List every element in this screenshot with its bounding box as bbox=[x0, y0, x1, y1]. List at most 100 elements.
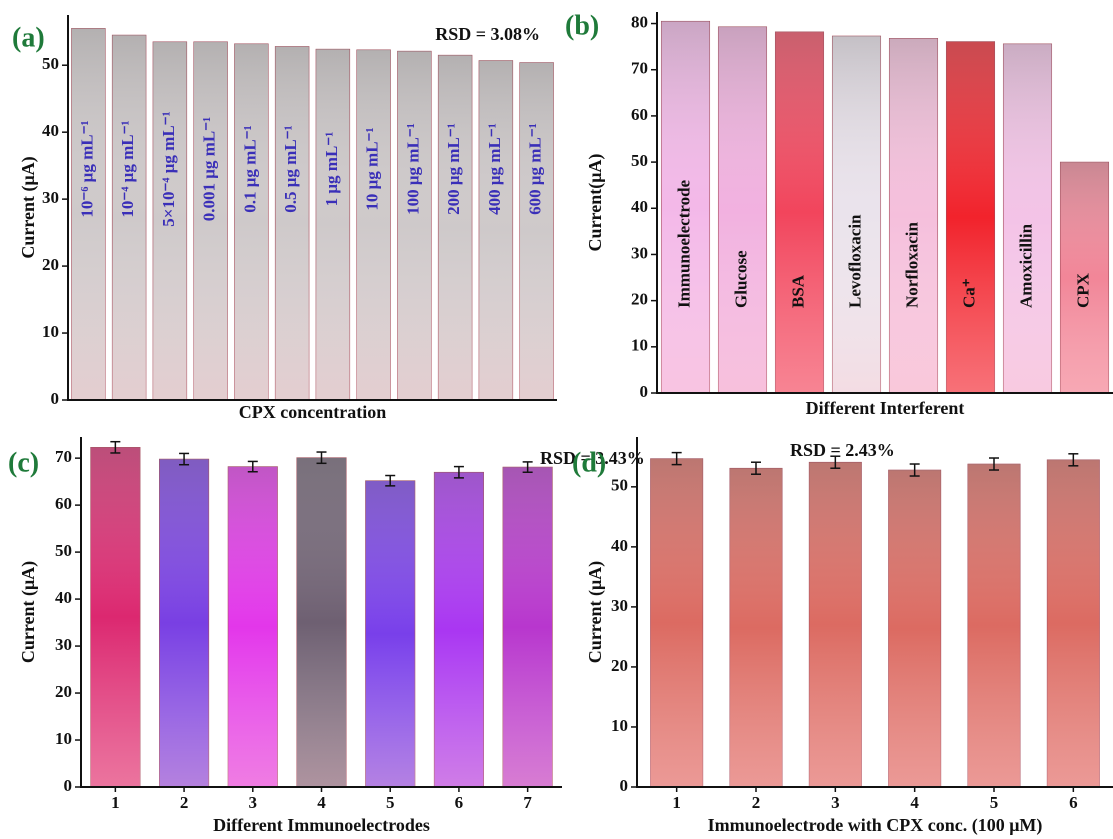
bar-shade bbox=[775, 31, 824, 393]
bar-label: 10⁻⁴ μg mL⁻¹ bbox=[118, 120, 137, 217]
bar-label: 10⁻⁶ μg mL⁻¹ bbox=[77, 120, 96, 217]
error-bar bbox=[316, 451, 327, 465]
bar-shade bbox=[71, 28, 106, 401]
bar-shade bbox=[434, 472, 484, 787]
bar-shade bbox=[888, 470, 941, 787]
bar-label: 0.5 μg mL⁻¹ bbox=[281, 125, 300, 212]
bar-shade bbox=[90, 447, 141, 787]
bar-shade bbox=[234, 43, 269, 400]
y-tick-label: 20 bbox=[631, 290, 648, 309]
bar-shade bbox=[967, 464, 1021, 787]
bar-shade bbox=[193, 41, 228, 401]
y-tick-label: 50 bbox=[631, 151, 648, 170]
x-tick-label: 5 bbox=[990, 793, 999, 812]
bar-shade bbox=[729, 468, 783, 787]
y-tick-label: 30 bbox=[55, 635, 72, 654]
bar-label: 5×10⁻⁴ μg mL⁻¹ bbox=[159, 111, 178, 226]
error-bar bbox=[830, 455, 841, 469]
annotation: RSD = 3.08% bbox=[435, 24, 540, 44]
bar-label: 400 μg mL⁻¹ bbox=[485, 123, 504, 215]
x-tick-label: 6 bbox=[455, 793, 464, 812]
y-tick-label: 0 bbox=[64, 776, 73, 795]
y-tick-label: 80 bbox=[631, 12, 648, 31]
y-tick-label: 30 bbox=[611, 596, 628, 615]
axes bbox=[67, 15, 557, 401]
y-tick-label: 30 bbox=[631, 243, 648, 262]
x-tick-label: 4 bbox=[317, 793, 326, 812]
bar-label: Amoxicillin bbox=[1016, 223, 1035, 308]
bar-label: CPX bbox=[1073, 272, 1092, 308]
bar-label: 10 μg mL⁻¹ bbox=[363, 127, 382, 210]
y-tick-label: 50 bbox=[55, 541, 72, 560]
bar-shade bbox=[275, 46, 310, 400]
bar-shade bbox=[1003, 43, 1052, 394]
bar-label: 200 μg mL⁻¹ bbox=[444, 123, 463, 215]
bar-shade bbox=[946, 41, 995, 393]
y-tick-label: 10 bbox=[42, 322, 59, 341]
y-axis-title: Current (μA) bbox=[18, 156, 39, 258]
bar-shade bbox=[519, 62, 554, 401]
y-tick-label: 50 bbox=[42, 54, 59, 73]
y-tick-label: 20 bbox=[42, 255, 59, 274]
bar-shade bbox=[356, 49, 391, 401]
x-tick-label: 3 bbox=[249, 793, 258, 812]
panel-label: (c) bbox=[8, 447, 39, 478]
axes bbox=[656, 12, 1113, 394]
y-tick-label: 10 bbox=[55, 729, 72, 748]
bar-shade bbox=[296, 457, 347, 787]
error-bar bbox=[110, 440, 121, 454]
y-tick-label: 50 bbox=[611, 476, 628, 495]
bar-shade bbox=[809, 462, 862, 787]
y-tick-label: 0 bbox=[51, 389, 60, 408]
bar-shade bbox=[228, 466, 278, 787]
bar-shade bbox=[650, 458, 703, 787]
y-axis-title: Current(μA) bbox=[585, 154, 606, 252]
bar-shade bbox=[718, 26, 767, 394]
bar-shade bbox=[152, 41, 187, 401]
annotation: RSD = 3.43% bbox=[540, 448, 645, 468]
bar-shade bbox=[112, 35, 147, 401]
panel-label: (a) bbox=[12, 22, 45, 53]
y-tick-label: 40 bbox=[42, 121, 59, 140]
y-tick-label: 0 bbox=[640, 382, 649, 401]
y-tick-label: 60 bbox=[55, 494, 72, 513]
y-tick-label: 70 bbox=[631, 59, 648, 78]
bar-label: Levofloxacin bbox=[845, 214, 864, 308]
y-tick-label: 60 bbox=[631, 105, 648, 124]
y-tick-label: 40 bbox=[611, 536, 628, 555]
bar-label: 600 μg mL⁻¹ bbox=[526, 123, 545, 215]
y-tick-label: 20 bbox=[611, 656, 628, 675]
bar-label: Ca⁺ bbox=[959, 278, 978, 308]
y-tick-label: 30 bbox=[42, 188, 59, 207]
bar-shade bbox=[502, 467, 553, 787]
y-tick-label: 70 bbox=[55, 447, 72, 466]
x-axis-title: CPX concentration bbox=[239, 402, 386, 422]
bar-shade bbox=[1060, 162, 1109, 393]
bar-shade bbox=[365, 480, 415, 787]
annotation: RSD = 2.43% bbox=[790, 440, 895, 460]
x-axis-title: Different Interferent bbox=[806, 398, 965, 418]
error-bar bbox=[179, 452, 190, 466]
error-bar bbox=[385, 474, 396, 487]
y-axis-title: Current (μA) bbox=[585, 561, 606, 663]
bar-label: 0.001 μg mL⁻¹ bbox=[200, 117, 219, 221]
bar-shade bbox=[889, 38, 938, 393]
x-tick-label: 2 bbox=[752, 793, 761, 812]
panel-label: (d) bbox=[572, 447, 606, 478]
axes bbox=[636, 437, 1113, 788]
bar-label: 1 μg mL⁻¹ bbox=[322, 132, 341, 207]
axes bbox=[80, 437, 562, 788]
bar-shade bbox=[832, 36, 881, 393]
bar-shade bbox=[478, 60, 513, 401]
error-bar bbox=[522, 461, 533, 473]
bar-shade bbox=[397, 51, 432, 400]
bar-shade bbox=[1047, 459, 1100, 787]
x-tick-label: 6 bbox=[1069, 793, 1078, 812]
error-bar bbox=[453, 465, 464, 479]
bar-shade bbox=[159, 459, 209, 787]
bar-shade bbox=[661, 21, 710, 394]
error-bar bbox=[751, 461, 761, 475]
x-tick-label: 5 bbox=[386, 793, 395, 812]
x-tick-label: 2 bbox=[180, 793, 189, 812]
